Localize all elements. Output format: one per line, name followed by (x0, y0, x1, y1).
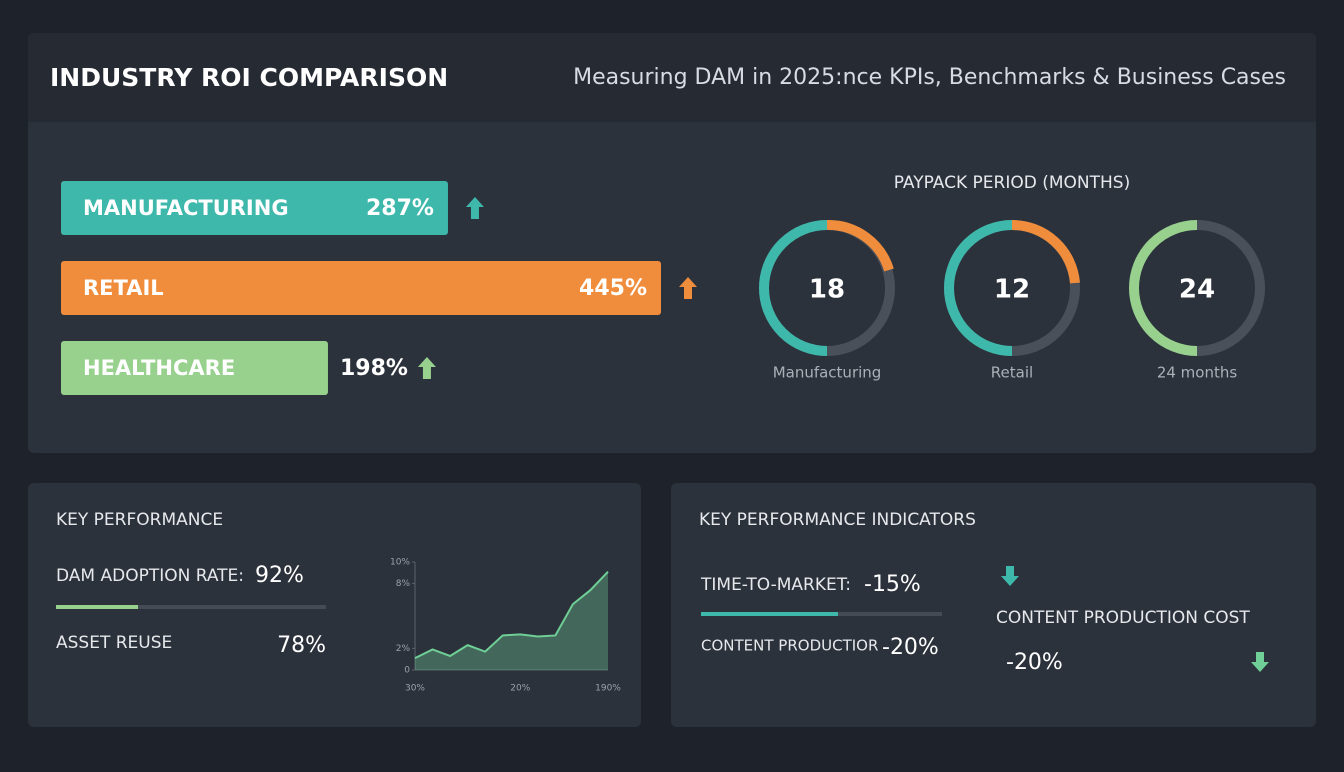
ring-arc (1129, 220, 1198, 356)
bar (61, 341, 328, 395)
metric-value: -15% (864, 572, 921, 597)
metric-label: CONTENT PRODUCTIOR (701, 637, 878, 655)
ring-arc (759, 220, 828, 356)
value-label: 287% (366, 196, 434, 221)
payback-value: 18 (809, 275, 845, 305)
payback-value: 24 (1179, 275, 1215, 305)
progress-fill (56, 605, 138, 609)
progress-track (56, 605, 326, 609)
line (414, 571, 609, 660)
x-tick-label: 190% (595, 684, 621, 694)
subtitle: Measuring DAM in 2025:nce KPIs, Benchmar… (573, 65, 1286, 90)
kpi-left-panel (28, 483, 641, 727)
payback-title: PAYPACK PERIOD (MONTHS) (894, 173, 1130, 193)
header-band (28, 33, 1316, 122)
title: INDUSTRY ROI COMPARISON (50, 63, 448, 92)
up-arrow (417, 357, 436, 379)
bar-label: HEALTHCARE (83, 356, 235, 380)
donut-decor (759, 219, 1265, 356)
kpi-right-panel (671, 483, 1316, 727)
x-tick-label: 20% (510, 684, 530, 694)
x-tick-label: 30% (405, 684, 425, 694)
panel-title: KEY PERFORMANCE INDICATORS (699, 510, 976, 530)
metric-label: DAM ADOPTION RATE: (56, 566, 244, 586)
payback-label: Retail (991, 364, 1033, 382)
ring-arc (826, 219, 894, 272)
metric-value: 92% (255, 563, 304, 588)
bar-label: RETAIL (83, 276, 164, 300)
y-tick-label: 0 (404, 666, 410, 676)
value-label: 445% (579, 276, 647, 301)
progress-fill (701, 612, 838, 616)
bar-label: MANUFACTURING (83, 196, 289, 220)
metric-label: TIME-TO-MARKET: (700, 575, 851, 595)
metric-value: -20% (1006, 650, 1063, 675)
metric-label: ASSET REUSE (56, 633, 172, 653)
down-arrow (1001, 566, 1019, 586)
metric-value: 78% (277, 633, 326, 658)
value-label: 198% (340, 356, 408, 381)
payback-label: 24 months (1157, 364, 1238, 382)
up-arrow (679, 277, 697, 299)
panel-title: KEY PERFORMANCE (56, 510, 223, 530)
area (415, 571, 608, 670)
y-tick-label: 10% (390, 558, 410, 568)
ring-arc (1011, 219, 1080, 284)
ring-arc (944, 220, 1013, 356)
payback-value: 12 (994, 275, 1030, 305)
y-tick-label: 8% (396, 579, 411, 589)
payback-label: Manufacturing (773, 364, 882, 382)
down-arrow (1251, 652, 1269, 672)
metric-value: -20% (882, 635, 939, 660)
y-tick-label: 2% (396, 644, 411, 654)
up-arrow (465, 197, 484, 219)
bar (61, 181, 448, 235)
metric-label: CONTENT PRODUCTION COST (996, 608, 1250, 628)
bar (61, 261, 661, 315)
